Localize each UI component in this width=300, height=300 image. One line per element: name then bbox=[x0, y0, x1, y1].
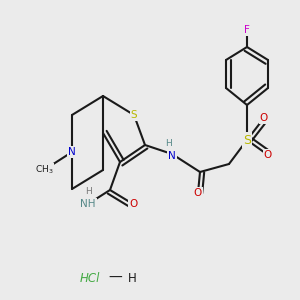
Text: O: O bbox=[264, 150, 272, 160]
Text: NH: NH bbox=[80, 199, 96, 209]
Text: S: S bbox=[131, 110, 137, 120]
Text: HCl: HCl bbox=[80, 272, 100, 284]
Text: O: O bbox=[194, 188, 202, 198]
Text: S: S bbox=[243, 134, 251, 146]
Text: N: N bbox=[168, 151, 176, 161]
Text: O: O bbox=[260, 113, 268, 123]
Text: H: H bbox=[128, 272, 136, 284]
Text: N: N bbox=[68, 147, 76, 157]
Text: CH$_3$: CH$_3$ bbox=[35, 164, 53, 176]
Text: F: F bbox=[244, 25, 250, 35]
Text: H: H bbox=[166, 140, 172, 148]
Text: H: H bbox=[85, 188, 92, 196]
Text: O: O bbox=[129, 199, 137, 209]
Text: —: — bbox=[108, 271, 122, 285]
